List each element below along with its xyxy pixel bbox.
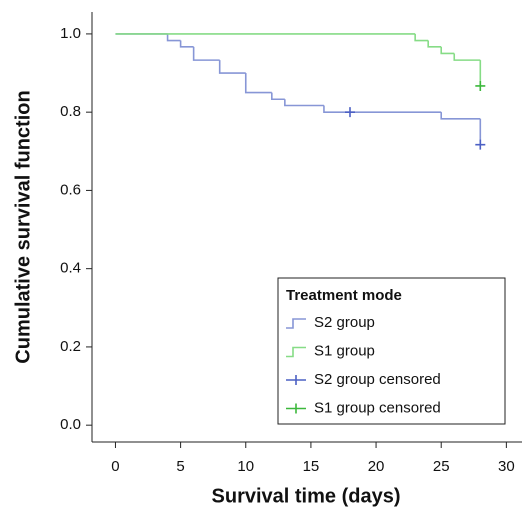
y-tick-label: 0.6	[60, 181, 81, 198]
x-tick-label: 15	[303, 458, 320, 475]
survival-step	[440, 112, 481, 120]
survival-step	[244, 73, 272, 94]
survival-step	[440, 46, 455, 55]
survival-step	[179, 40, 194, 48]
censor-mark	[475, 139, 486, 150]
x-tick-label: 20	[368, 458, 385, 475]
x-tick-label: 5	[176, 458, 184, 475]
survival-step	[192, 46, 220, 61]
survival-step	[414, 33, 429, 42]
y-axis-title: Cumulative survival function	[12, 90, 34, 363]
x-tick-label: 10	[237, 458, 254, 475]
survival-step	[284, 99, 324, 107]
survival-step	[323, 105, 442, 113]
legend-label: S2 group censored	[314, 371, 441, 388]
censor-mark	[345, 107, 355, 118]
legend-title: Treatment mode	[286, 287, 402, 304]
x-tick-label: 25	[433, 458, 450, 475]
y-tick-label: 0.8	[60, 103, 81, 120]
y-tick-label: 1.0	[60, 25, 81, 42]
survival-step	[453, 53, 481, 61]
legend-icon	[286, 403, 306, 414]
x-tick-label: 0	[111, 458, 119, 475]
legend-box	[277, 277, 506, 425]
censor-mark	[475, 80, 486, 91]
legend-label: S2 group	[314, 314, 375, 331]
y-tick-label: 0.4	[60, 260, 81, 277]
legend-icon	[286, 375, 306, 385]
legend-label: S1 group	[314, 342, 375, 359]
x-axis-title: Survival time (days)	[212, 485, 401, 507]
survival-step	[427, 40, 442, 48]
y-tick-label: 0.2	[60, 338, 81, 355]
x-tick-label: 30	[498, 458, 515, 475]
y-tick-label: 0.0	[60, 416, 81, 433]
survival-step	[166, 33, 181, 42]
survival-step	[271, 92, 285, 101]
legend-icon	[286, 346, 306, 358]
legend-icon	[286, 318, 306, 329]
legend-label: S1 group censored	[314, 399, 441, 416]
survival-step	[218, 60, 246, 74]
